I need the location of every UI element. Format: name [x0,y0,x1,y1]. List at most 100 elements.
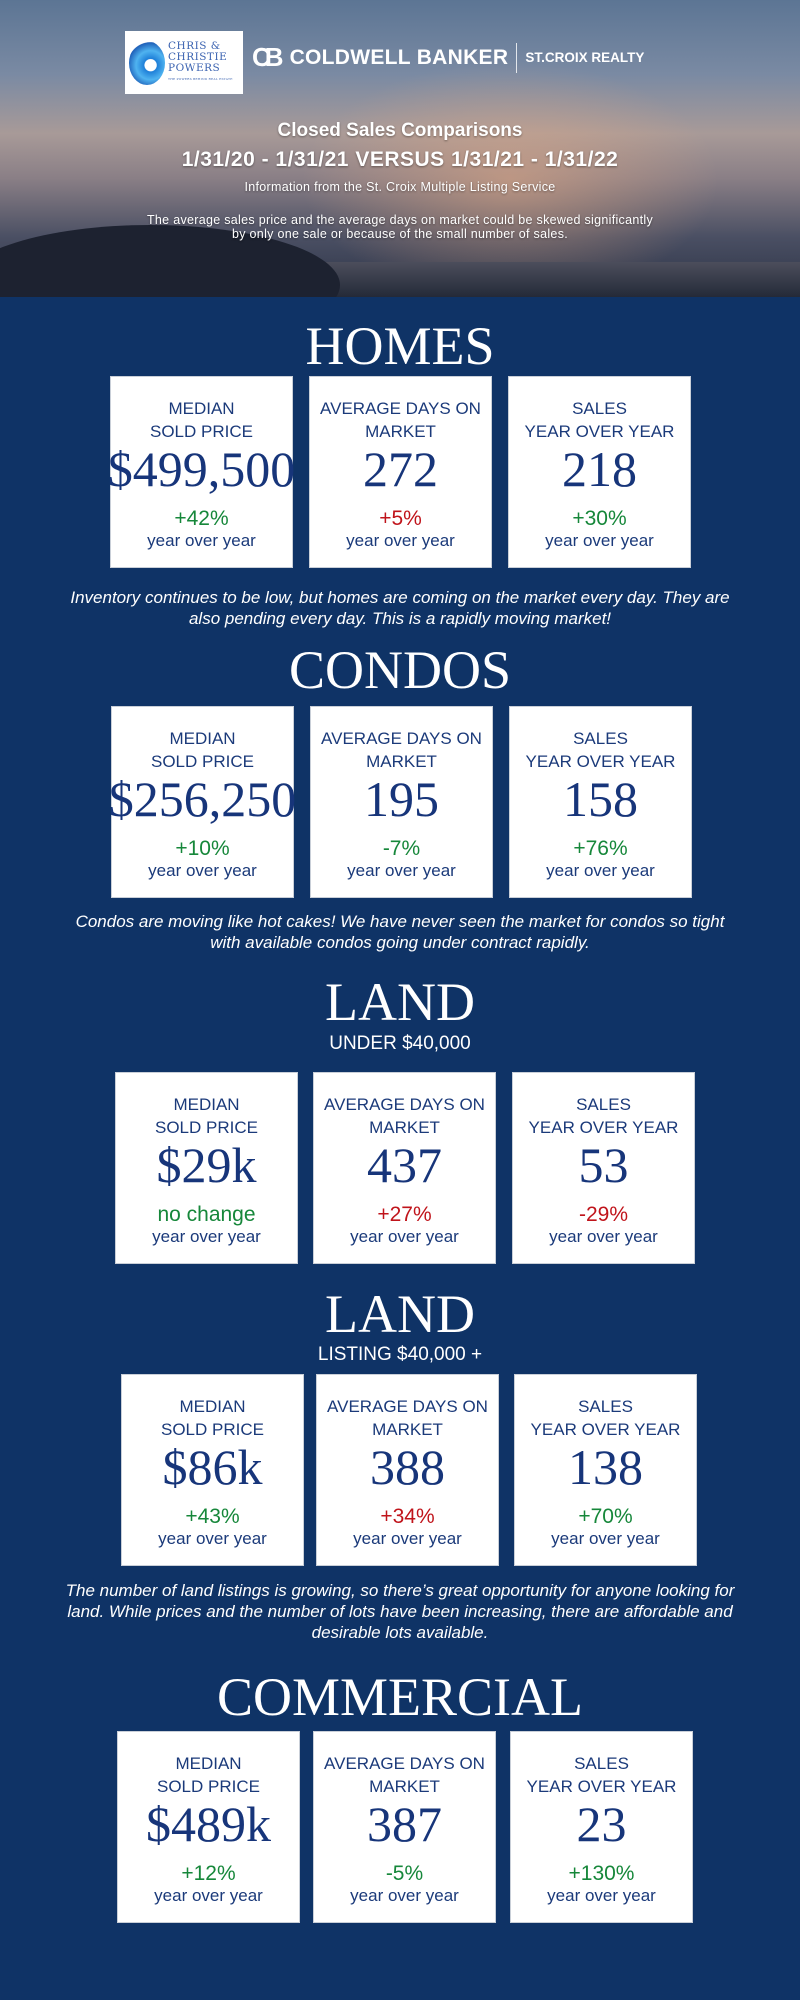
period-label: year over year [350,1227,459,1246]
card-label-line: SOLD PRICE [155,1118,258,1137]
card-label-line: SOLD PRICE [151,752,254,771]
period-label: year over year [545,531,654,550]
source-text: Information from the St. Croix Multiple … [244,180,556,194]
card-label: SALES YEAR OVER YEAR [511,1752,692,1798]
change-percent: +34% [380,1505,435,1528]
card-label-line: SOLD PRICE [157,1777,260,1796]
change-percent: +10% [175,837,230,860]
card-label-line: MARKET [365,422,436,441]
disclaimer-text: The average sales price and the average … [146,213,654,241]
section-title: HOMES [305,316,495,376]
card-label-line: SALES [576,1095,631,1114]
office-name: ST.CROIX REALTY [525,50,645,65]
median-sold-price-card: MEDIAN SOLD PRICE $499,500 +42% year over ye… [108,376,295,568]
period-label: year over year [547,1886,656,1905]
change-percent: +30% [572,507,627,530]
card-label: SALES YEAR OVER YEAR [509,397,690,443]
period-label: year over year [551,1529,660,1548]
card-value: 272 [363,441,438,497]
period-label: year over year [152,1227,261,1246]
card-label: MEDIAN SOLD PRICE [118,1752,299,1798]
period-label: year over year [353,1529,462,1548]
section-title: CONDOS [288,640,512,700]
card-label-line: SALES [573,729,628,748]
period-label: year over year [350,1886,459,1905]
section-note: The number of land listings is growing, … [65,1581,735,1642]
change-percent: -7% [382,837,421,860]
median-sold-price-card: MEDIAN SOLD PRICE $256,250 +10% year over ye… [109,706,296,898]
card-label: MEDIAN SOLD PRICE [112,727,293,773]
card-label-line: YEAR OVER YEAR [526,1777,677,1796]
card-value: $86k [162,1439,263,1495]
card-label: MEDIAN SOLD PRICE [111,397,292,443]
card-label-line: SALES [572,399,627,418]
card-value: $499,500 [107,441,296,497]
logo-text: CHRIS & CHRISTIE POWERS THE POWERS BEHIN… [168,39,233,85]
change-percent: -5% [385,1862,424,1885]
powers-logo: CHRIS & CHRISTIE POWERS THE POWERS BEHIN… [125,31,243,94]
period-label: year over year [549,1227,658,1246]
sales-card: SALES YEAR OVER YEAR 23 +130% year over year [510,1731,693,1923]
logo-line: CHRIS & [168,39,221,52]
card-label: SALES YEAR OVER YEAR [510,727,691,773]
card-label-line: AVERAGE DAYS ON [324,1754,485,1773]
section-title: LAND [325,972,475,1032]
average-days-on-market-card: AVERAGE DAYS ON MARKET 387 -5% year over yea… [313,1731,496,1923]
page-title: Closed Sales Comparisons [277,120,523,141]
card-label-line: MEDIAN [168,399,235,418]
card-label-line: MEDIAN [173,1095,240,1114]
period-label: year over year [346,531,455,550]
card-label-line: MEDIAN [175,1754,242,1773]
section-note: Inventory continues to be low, but homes… [70,588,730,628]
average-days-on-market-card: AVERAGE DAYS ON MARKET 195 -7% year over yea… [310,706,493,898]
card-label-line: AVERAGE DAYS ON [320,399,481,418]
change-percent: +5% [379,507,422,530]
card-value: 138 [568,1439,643,1495]
change-percent: +12% [181,1862,236,1885]
logo-line: CHRISTIE [168,50,228,63]
card-value: 387 [367,1796,442,1852]
card-value: 23 [576,1796,627,1852]
card-label-line: YEAR OVER YEAR [530,1420,681,1439]
wave-logo-icon [129,40,165,85]
section-subtitle: LISTING $40,000 + [317,1344,483,1365]
median-sold-price-card: MEDIAN SOLD PRICE $489k +12% year over year [117,1731,300,1923]
card-label-line: SOLD PRICE [150,422,253,441]
section-title: LAND [325,1284,475,1344]
period-label: year over year [158,1529,267,1548]
card-label: MEDIAN SOLD PRICE [122,1395,303,1441]
card-label-line: MARKET [369,1118,440,1137]
card-label-line: MARKET [369,1777,440,1796]
card-label-line: YEAR OVER YEAR [528,1118,679,1137]
brand-name: COLDWELL BANKER [289,45,509,69]
change-percent: +76% [573,837,628,860]
card-value: $29k [156,1137,257,1193]
sales-card: SALES YEAR OVER YEAR 158 +76% year over year [509,706,692,898]
card-label: AVERAGE DAYS ON MARKET [311,727,492,773]
divider [516,42,518,73]
sales-card: SALES YEAR OVER YEAR 53 -29% year over year [512,1072,695,1264]
card-value: 218 [562,441,637,497]
period-label: year over year [546,861,655,880]
section-title: COMMERCIAL [216,1667,584,1727]
change-percent: +42% [174,507,229,530]
card-label: MEDIAN SOLD PRICE [116,1093,297,1139]
period-label: year over year [147,531,256,550]
card-label: AVERAGE DAYS ON MARKET [314,1093,495,1139]
card-label-line: AVERAGE DAYS ON [324,1095,485,1114]
card-label-line: MEDIAN [169,729,236,748]
cb-mark-icon: CB [252,42,283,72]
sales-card: SALES YEAR OVER YEAR 218 +30% year over year [508,376,691,568]
card-value: 388 [370,1439,445,1495]
sales-card: SALES YEAR OVER YEAR 138 +70% year over year [514,1374,697,1566]
period-label: year over year [347,861,456,880]
change-percent: +70% [578,1505,633,1528]
coldwell-banker-logo: CB COLDWELL BANKER ST.CROIX REALTY [252,42,644,73]
card-value: 195 [364,771,439,827]
section-subtitle: UNDER $40,000 [329,1033,471,1054]
average-days-on-market-card: AVERAGE DAYS ON MARKET 437 +27% year over ye… [313,1072,496,1264]
card-label-line: SALES [578,1397,633,1416]
card-label: SALES YEAR OVER YEAR [513,1093,694,1139]
period-label: year over year [154,1886,263,1905]
logo-line: POWERS [168,61,221,74]
